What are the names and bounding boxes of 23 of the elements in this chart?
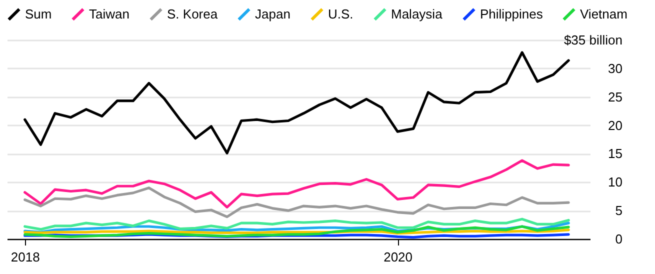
line-series: [24, 186, 570, 218]
line-series: [24, 51, 570, 154]
legend-label: S. Korea: [167, 6, 218, 22]
x-tick-label: 2020: [384, 250, 412, 264]
legend-label: Vietnam: [580, 6, 628, 22]
y-tick-label: 30: [608, 60, 622, 76]
line-series: [24, 225, 570, 238]
legend-label: Philippines: [480, 6, 544, 22]
legend-label: U.S.: [328, 6, 354, 22]
x-tick-label: 2018: [10, 250, 40, 264]
y-tick-label: 0: [615, 232, 622, 246]
legend-label: Japan: [255, 6, 290, 22]
y-tick-label: 10: [608, 174, 622, 190]
legend-label: Taiwan: [89, 6, 130, 22]
y-tick-label: 15: [608, 146, 622, 162]
legend-label: Sum: [25, 6, 52, 22]
y-tick-label: $35 billion: [564, 32, 622, 48]
y-tick-label: 5: [615, 203, 622, 218]
y-tick-label: 20: [608, 118, 622, 133]
y-tick-label: 25: [608, 89, 622, 104]
legend-label: Malaysia: [391, 6, 444, 22]
line-series: [24, 218, 570, 231]
line-series: [24, 159, 570, 208]
